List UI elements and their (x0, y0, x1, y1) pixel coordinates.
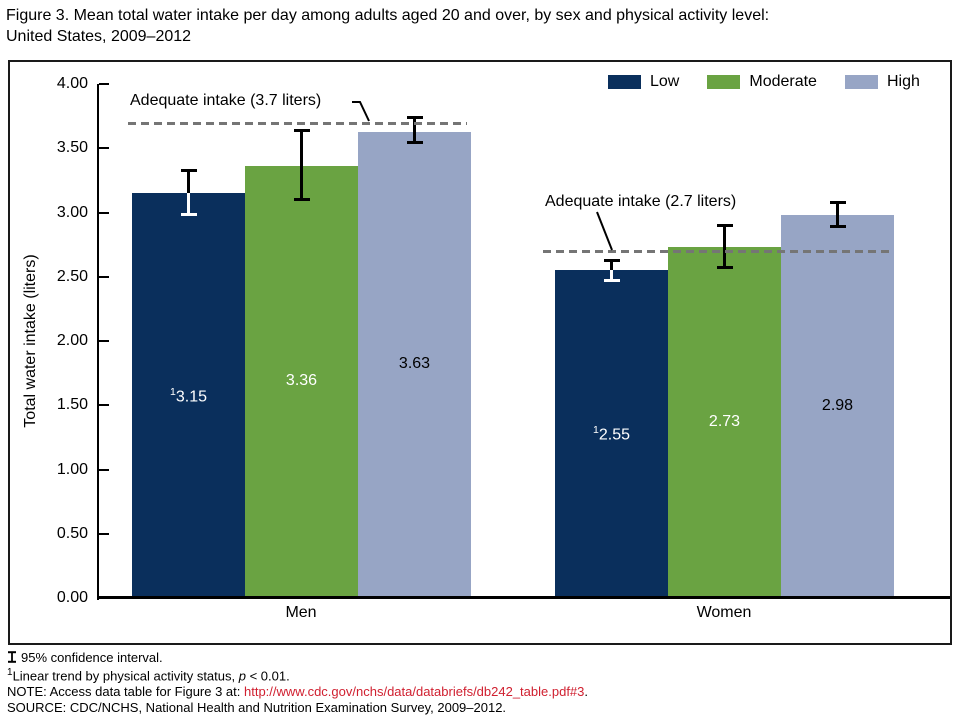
value-text: 2.98 (821, 396, 854, 414)
adequate-intake-label-women: Adequate intake (2.7 liters) (545, 193, 737, 210)
bar-women-low (555, 270, 668, 598)
bar-men-high (358, 131, 471, 598)
footnote-trend-text: Linear trend by physical activity status… (12, 668, 239, 684)
y-tick-label: 3.50 (56, 139, 88, 157)
bar-value-label: 13.15 (144, 386, 234, 406)
footnotes: 95% confidence interval. 1Linear trend b… (7, 650, 588, 715)
footnote-note-prefix: NOTE: Access data table for Figure 3 at: (7, 684, 244, 700)
y-axis-tick (99, 468, 109, 471)
y-axis-tick (99, 404, 109, 407)
legend-item-low: Low (608, 73, 679, 91)
footnote-note-suffix: . (584, 684, 589, 700)
legend-label-moderate: Moderate (749, 73, 817, 90)
y-tick-label: 0.50 (56, 524, 88, 542)
bar-value-label: 3.36 (257, 372, 347, 390)
error-bar-stem-upper (836, 202, 839, 216)
y-tick-label: 4.00 (56, 75, 88, 92)
confidence-interval-icon (8, 651, 16, 663)
bar-women-high (781, 215, 894, 598)
bar-men-moderate (245, 166, 358, 598)
footnote-note: NOTE: Access data table for Figure 3 at:… (7, 684, 588, 699)
error-bar-stem-upper (300, 130, 303, 167)
figure-title-line1: Figure 3. Mean total water intake per da… (6, 7, 770, 24)
bar-value-label: 2.98 (793, 397, 883, 415)
value-footnote-marker: 1 (593, 424, 599, 437)
y-axis-tick (99, 275, 109, 278)
footnote-confidence-interval: 95% confidence interval. (7, 650, 588, 665)
data-table-link[interactable]: http://www.cdc.gov/nchs/data/databriefs/… (244, 684, 585, 700)
figure-title-line2: United States, 2009–2012 (6, 28, 192, 45)
legend-swatch-low (608, 75, 641, 89)
y-axis-title: Total water intake (liters) (22, 254, 39, 428)
y-axis-tick (99, 147, 109, 150)
chart-panel: 4.00 3.50 3.00 2.50 2.00 1.50 1.00 0.50 0.00 13.1… (8, 60, 952, 645)
error-bar-stem-lower (723, 247, 726, 268)
value-text: 3.36 (285, 372, 318, 390)
y-tick-label: 0.00 (56, 589, 88, 606)
category-label-men: Men (285, 604, 317, 621)
footnote-trend-p: p (238, 668, 246, 684)
footnote-ci-text: 95% confidence interval. (21, 650, 163, 665)
figure-title: Figure 3. Mean total water intake per da… (6, 5, 769, 47)
error-bar-stem-upper (723, 225, 726, 248)
adequate-intake-line-women (543, 250, 893, 254)
value-text: 3.63 (398, 354, 431, 372)
category-label-women: Women (696, 604, 752, 621)
error-bar-stem-lower (413, 131, 416, 144)
y-tick-label: 1.00 (56, 460, 88, 478)
y-axis-tick (99, 211, 109, 214)
footnote-trend-rest: < 0.01. (245, 668, 290, 684)
error-bar-stem-lower (836, 215, 839, 227)
footnote-marker: 1 (7, 667, 13, 679)
bar-women-moderate (668, 247, 781, 598)
adequate-intake-line-men (128, 121, 467, 125)
y-tick-label: 2.00 (56, 332, 88, 349)
legend-label-high: High (886, 73, 920, 90)
legend-swatch-moderate (707, 75, 741, 89)
value-text: 3.15 (175, 387, 207, 405)
legend-label-low: Low (650, 73, 680, 90)
error-bar-stem-lower (300, 166, 303, 200)
plot-area: 4.00 3.50 3.00 2.50 2.00 1.50 1.00 0.50 0.00 13.1… (10, 62, 950, 643)
value-footnote-marker: 1 (170, 385, 176, 398)
y-axis-tick (99, 532, 109, 535)
legend-item-moderate: Moderate (707, 73, 817, 91)
bar-value-label: 12.55 (567, 424, 657, 444)
x-axis-baseline (97, 596, 950, 599)
y-axis-line (97, 84, 99, 600)
bar-men-low (132, 193, 245, 598)
value-text: 2.55 (598, 426, 630, 444)
error-bar-stem-upper (610, 260, 613, 271)
y-axis-tick (99, 340, 109, 342)
legend-swatch-high (844, 75, 878, 89)
bar-value-label: 2.73 (680, 413, 770, 431)
y-tick-label: 2.50 (56, 267, 88, 285)
footnote-linear-trend: 1Linear trend by physical activity statu… (7, 665, 588, 684)
error-bar-stem-lower (187, 193, 190, 216)
legend-item-high: High (844, 73, 920, 91)
y-tick-label: 1.50 (56, 396, 88, 414)
value-text: 2.73 (708, 412, 741, 430)
footnote-source: SOURCE: CDC/NCHS, National Health and Nu… (7, 699, 507, 715)
error-bar-stem-lower (610, 270, 613, 281)
y-axis-tick (99, 83, 109, 85)
legend: Low Moderate High (608, 73, 920, 91)
y-tick-label: 3.00 (56, 203, 88, 221)
adequate-intake-label-men: Adequate intake (3.7 liters) (130, 92, 322, 109)
bar-value-label: 3.63 (370, 355, 460, 373)
error-bar-stem-upper (187, 170, 190, 194)
